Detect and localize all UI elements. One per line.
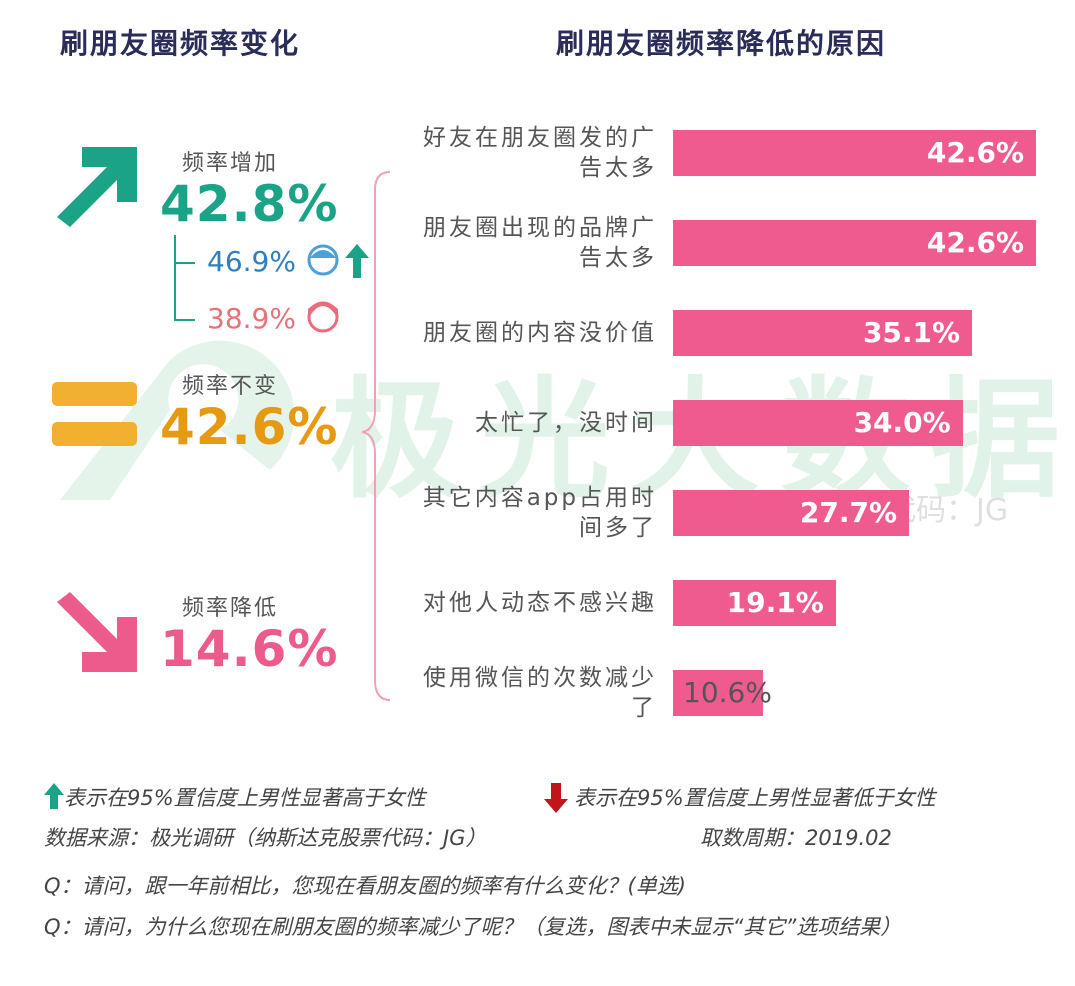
category-label: 朋友圈出现的品牌广告太多	[423, 215, 657, 271]
category-label: 其它内容app占用时间多了	[422, 485, 657, 541]
bar	[673, 310, 973, 356]
value-label: 42.6%	[926, 136, 1024, 169]
increase-label: 频率增加	[182, 151, 279, 176]
period: 取数周期：2019.02	[700, 826, 892, 850]
up-arrow-icon	[57, 147, 137, 227]
category-label: 朋友圈的内容没价值	[423, 320, 657, 346]
category-label: 好友在朋友圈发的广告太多	[423, 125, 657, 181]
legend-up: 表示在95%置信度上男性显著高于女性	[64, 786, 426, 810]
male-icon	[307, 244, 369, 278]
category-label: 对他人动态不感兴趣	[423, 590, 657, 616]
bar	[673, 670, 764, 716]
unchanged-label: 频率不变	[182, 374, 279, 399]
male-value: 46.9%	[207, 245, 296, 278]
legend-down: 表示在95%置信度上男性显著低于女性	[574, 786, 936, 810]
increase-bracket	[174, 235, 195, 321]
legend-down-arrow	[544, 783, 568, 813]
value-label: 42.6%	[926, 226, 1024, 259]
value-label: 35.1%	[862, 316, 961, 349]
value-label: 19.1%	[726, 586, 824, 619]
equal-icon	[52, 382, 137, 446]
value-label: 10.6%	[683, 676, 772, 709]
decrease-value: 14.6%	[160, 620, 339, 678]
female-icon	[307, 301, 339, 333]
bar	[673, 490, 910, 536]
bar	[673, 220, 1036, 266]
increase-value: 42.8%	[160, 175, 339, 233]
left-title: 刷朋友圈频率变化	[60, 27, 301, 60]
legend-up-arrow	[44, 783, 64, 809]
value-label: 34.0%	[853, 406, 951, 439]
category-label: 太忙了，没时间	[475, 410, 657, 436]
bar	[673, 400, 963, 446]
bar	[673, 580, 836, 626]
question-1: Q：请问，跟一年前相比，您现在看朋友圈的频率有什么变化？(单选)	[44, 874, 686, 898]
watermark-logo	[60, 340, 295, 500]
bar	[673, 130, 1036, 176]
unchanged-value: 42.6%	[160, 398, 339, 456]
category-label: 使用微信的次数减少了	[423, 665, 657, 721]
decrease-label: 频率降低	[182, 596, 279, 621]
down-arrow-icon	[57, 592, 137, 672]
female-value: 38.9%	[207, 302, 296, 335]
source: 数据来源：极光调研（纳斯达克股票代码：JG）	[44, 826, 487, 850]
value-label: 27.7%	[799, 496, 898, 529]
question-2: Q：请问，为什么您现在刷朋友圈的频率减少了呢？（复选，图表中未显示“其它”选项结…	[44, 915, 902, 939]
brace	[361, 171, 391, 701]
chart-title: 刷朋友圈频率降低的原因	[556, 27, 887, 60]
